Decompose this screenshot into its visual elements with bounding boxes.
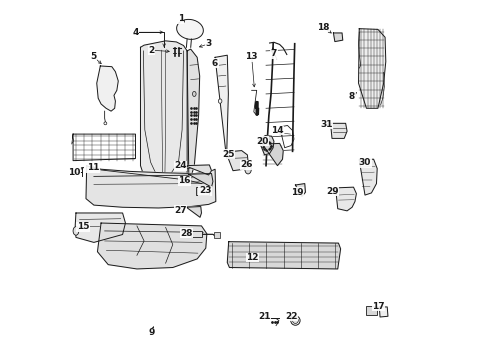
Polygon shape: [335, 187, 356, 211]
Text: 21: 21: [258, 312, 270, 321]
Ellipse shape: [244, 165, 251, 174]
Text: 26: 26: [240, 161, 252, 170]
Text: 24: 24: [174, 161, 186, 170]
Polygon shape: [330, 123, 346, 138]
Polygon shape: [225, 150, 247, 171]
Text: 23: 23: [199, 186, 211, 195]
Polygon shape: [186, 207, 201, 217]
Text: 14: 14: [271, 126, 283, 135]
Text: 3: 3: [205, 39, 211, 48]
Polygon shape: [215, 55, 228, 158]
Text: 11: 11: [87, 163, 99, 172]
Polygon shape: [97, 223, 206, 269]
Polygon shape: [258, 135, 273, 155]
Ellipse shape: [218, 99, 222, 103]
Text: 4: 4: [132, 28, 139, 37]
Text: 5: 5: [90, 52, 96, 61]
Bar: [191, 231, 202, 237]
Bar: [214, 231, 220, 238]
Polygon shape: [188, 174, 212, 187]
Text: 10: 10: [68, 168, 81, 177]
Text: 8: 8: [348, 91, 354, 100]
Text: 25: 25: [222, 150, 235, 159]
Polygon shape: [295, 184, 305, 197]
Polygon shape: [262, 143, 283, 166]
Text: 16: 16: [178, 176, 190, 185]
Text: 22: 22: [285, 312, 297, 321]
Polygon shape: [359, 159, 376, 195]
Text: 18: 18: [317, 23, 329, 32]
Text: 29: 29: [325, 187, 338, 196]
Text: 27: 27: [174, 206, 186, 215]
Polygon shape: [97, 66, 118, 111]
Polygon shape: [73, 134, 135, 161]
Ellipse shape: [290, 316, 300, 325]
Polygon shape: [333, 33, 342, 41]
Bar: [366, 306, 376, 315]
Polygon shape: [187, 49, 199, 184]
Polygon shape: [184, 165, 211, 175]
Text: 7: 7: [270, 49, 277, 58]
Ellipse shape: [176, 19, 203, 39]
Polygon shape: [379, 307, 387, 317]
Polygon shape: [140, 41, 187, 188]
Text: 15: 15: [77, 222, 89, 231]
Polygon shape: [86, 166, 215, 208]
Text: 30: 30: [358, 158, 370, 167]
Ellipse shape: [292, 318, 298, 323]
Polygon shape: [227, 242, 340, 269]
Text: 12: 12: [245, 253, 258, 262]
Text: 2: 2: [148, 46, 154, 55]
Text: 9: 9: [148, 328, 154, 337]
Ellipse shape: [104, 122, 106, 125]
Text: 1: 1: [177, 14, 183, 23]
Text: 31: 31: [319, 120, 332, 129]
Polygon shape: [358, 29, 385, 108]
Text: 28: 28: [180, 229, 192, 238]
Ellipse shape: [192, 91, 196, 96]
Text: 17: 17: [371, 302, 384, 311]
Text: 13: 13: [245, 52, 257, 61]
Polygon shape: [75, 213, 125, 242]
Ellipse shape: [73, 226, 79, 235]
Text: 19: 19: [291, 188, 303, 197]
Bar: [196, 187, 209, 195]
Text: 20: 20: [256, 137, 268, 146]
Text: 6: 6: [211, 59, 218, 68]
